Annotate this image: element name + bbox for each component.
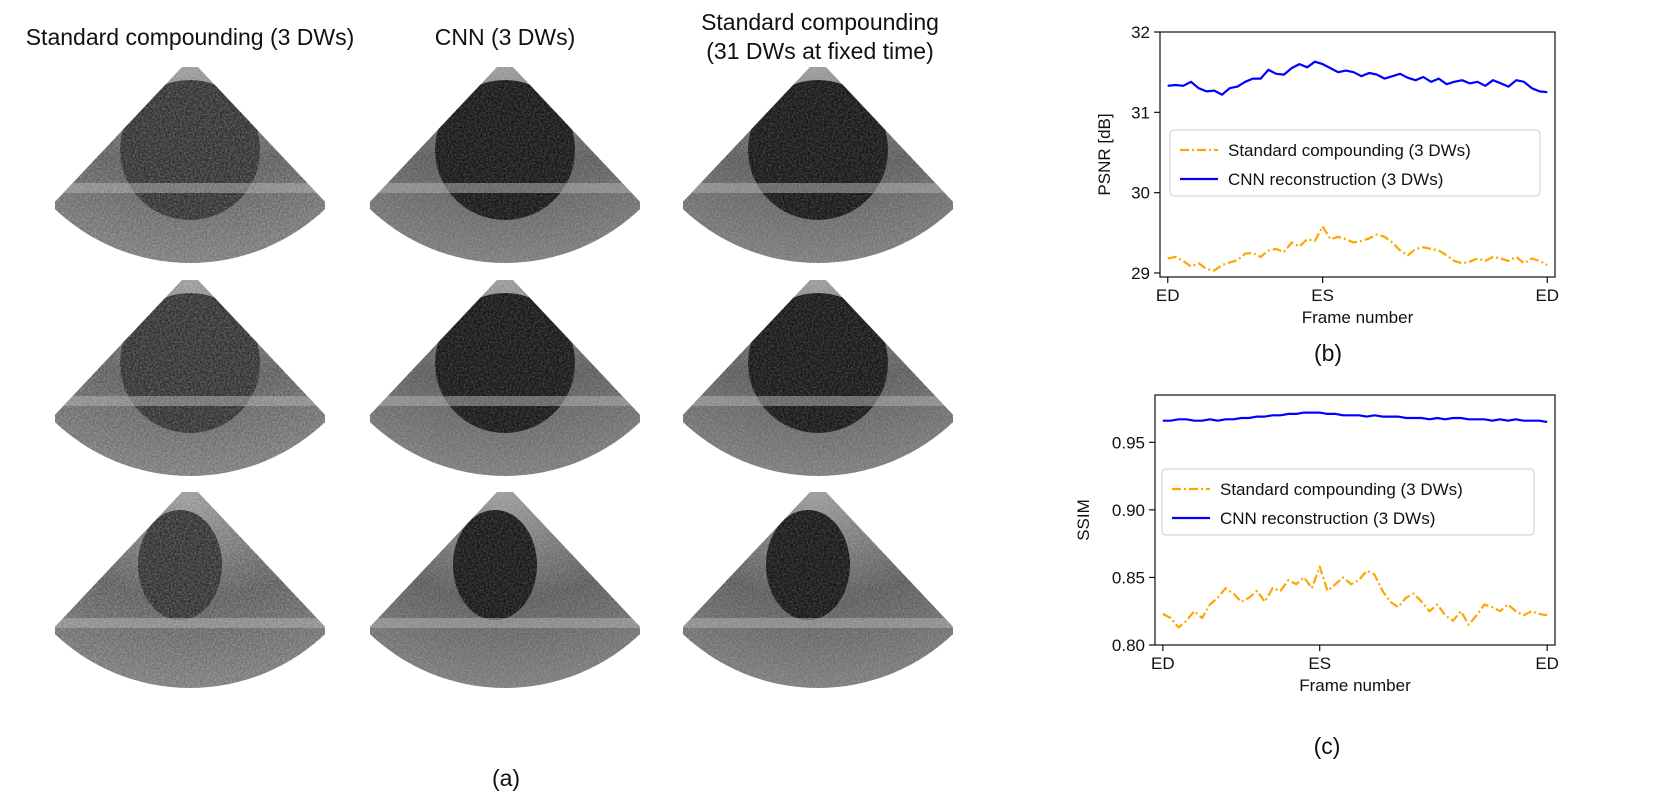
x-axis-label: Frame number [1302, 308, 1414, 327]
y-tick-label: 0.80 [1112, 636, 1145, 655]
ultrasound-image [683, 492, 953, 688]
y-tick-label: 32 [1131, 23, 1150, 42]
legend-label: Standard compounding (3 DWs) [1228, 141, 1471, 160]
ultrasound-image [55, 67, 325, 263]
ultrasound-image [683, 280, 953, 476]
column-title-line: Standard compounding [701, 9, 939, 35]
x-tick-label: ED [1535, 654, 1559, 673]
ultrasound-image [370, 67, 640, 263]
column-title-line: Standard compounding (3 DWs) [25, 24, 355, 50]
column-title-line: CNN (3 DWs) [434, 24, 576, 50]
ultrasound-image [370, 492, 640, 688]
ultrasound-image [55, 280, 325, 476]
y-tick-label: 0.95 [1112, 433, 1145, 452]
y-tick-label: 0.85 [1112, 568, 1145, 587]
y-axis-label: SSIM [1074, 499, 1093, 541]
x-tick-label: ED [1156, 286, 1180, 305]
series-line [1167, 60, 1548, 96]
ssim-chart: 0.80 0.85 0.90 0.95 ED ES ED Frame number SSIM St… [1074, 394, 1559, 695]
x-axis-label: Frame number [1299, 676, 1411, 695]
column-title-line: (31 DWs at fixed time) [706, 38, 934, 64]
y-tick-label: 29 [1131, 264, 1150, 283]
y-tick-label: 30 [1131, 184, 1150, 203]
x-tick-label: ED [1535, 286, 1559, 305]
psnr-chart: 29 30 31 32 ED ES ED Frame number PSNR [dB] Stand… [1095, 23, 1559, 327]
ultrasound-image [370, 280, 640, 476]
column-title-standard-31dw: Standard compounding (31 DWs at fixed ti… [680, 8, 960, 66]
y-tick-label: 0.90 [1112, 501, 1145, 520]
legend-label: CNN reconstruction (3 DWs) [1228, 170, 1443, 189]
series-line [1167, 225, 1548, 272]
caption-a: (a) [491, 765, 521, 791]
series-line [1162, 565, 1548, 629]
ultrasound-image [683, 67, 953, 263]
legend-box [1161, 468, 1535, 536]
legend-box [1169, 129, 1541, 197]
series-line [1162, 411, 1548, 424]
caption-c: (c) [1313, 733, 1341, 759]
y-tick-label: 31 [1131, 103, 1150, 122]
x-tick-label: ED [1151, 654, 1175, 673]
legend-label: Standard compounding (3 DWs) [1220, 480, 1463, 499]
y-axis-label: PSNR [dB] [1095, 113, 1114, 195]
x-tick-label: ES [1308, 654, 1331, 673]
plot-frame [1159, 31, 1556, 278]
x-tick-label: ES [1311, 286, 1334, 305]
ultrasound-image [55, 492, 325, 688]
legend-label: CNN reconstruction (3 DWs) [1220, 509, 1435, 528]
column-title-cnn: CNN (3 DWs) [380, 23, 630, 52]
plot-frame [1154, 394, 1556, 646]
caption-b: (b) [1313, 340, 1343, 366]
column-title-standard-3dw: Standard compounding (3 DWs) [10, 23, 370, 52]
